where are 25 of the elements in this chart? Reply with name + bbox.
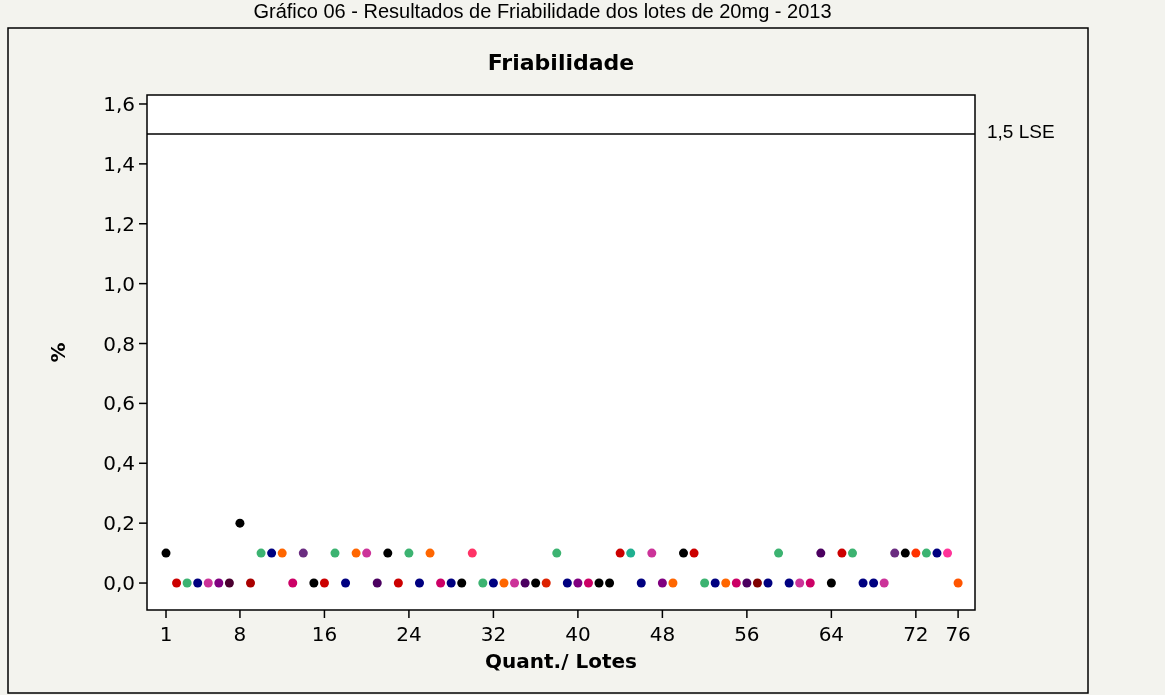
x-tick-label: 16 (311, 622, 338, 646)
x-tick-label: 32 (480, 622, 507, 646)
y-axis-title: % (46, 342, 70, 363)
x-tick-label: 72 (903, 622, 929, 646)
text: Gráfico 06 - Resultados de Friabilidade dos lotes de 20mg - 2013 (253, 0, 832, 22)
chart-title: Friabilidade (487, 50, 635, 75)
x-tick-label: 76 (945, 622, 971, 646)
y-tick-label: 0,2 (103, 511, 135, 536)
x-tick-label: 40 (565, 622, 591, 646)
x-tick-label: 24 (396, 622, 422, 646)
y-tick-label: 0,6 (103, 391, 135, 416)
x-tick-label: 64 (818, 622, 845, 646)
x-tick-label: 48 (649, 622, 676, 646)
y-tick-label: 1,0 (103, 271, 135, 296)
x-axis-title: Quant./ Lotes (485, 649, 637, 673)
y-tick-label: 1,6 (103, 91, 135, 116)
x-tick-label: 1 (159, 622, 173, 646)
y-tick-label: 0,0 (103, 571, 135, 596)
x-tick-label: 56 (734, 622, 760, 646)
y-tick-label: 0,8 (103, 331, 135, 356)
y-tick-label: 0,4 (103, 451, 135, 476)
y-tick-label: 1,2 (103, 211, 135, 236)
x-tick-label: 8 (233, 622, 247, 646)
y-tick-label: 1,4 (103, 151, 135, 176)
ref-line-label: 1,5 LSE (987, 120, 1055, 142)
